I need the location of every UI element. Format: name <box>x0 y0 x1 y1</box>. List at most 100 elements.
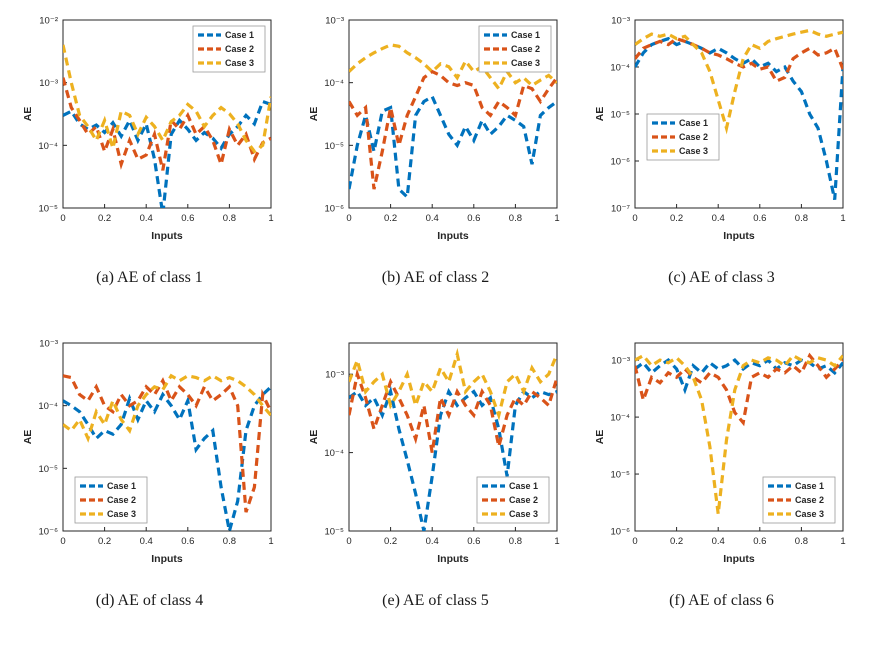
x-tick-label: 0.4 <box>425 213 438 224</box>
legend-label-case-1: Case 1 <box>679 118 708 128</box>
x-axis-label: Inputs <box>437 553 469 565</box>
y-tick-label: 10⁻⁶ <box>38 527 58 538</box>
x-axis-label: Inputs <box>723 230 755 242</box>
legend-box <box>476 476 549 524</box>
x-tick-label: 0.8 <box>508 536 521 547</box>
x-tick-label: 0.6 <box>181 536 194 547</box>
x-tick-label: 0.8 <box>222 536 235 547</box>
x-tick-label: 0.2 <box>97 213 110 224</box>
x-tick-label: 0.8 <box>794 536 807 547</box>
legend-label-case-2: Case 2 <box>679 132 708 142</box>
legend: Case 1 Case 2 Case 3 <box>74 476 147 524</box>
legend-box <box>762 476 835 524</box>
y-tick-label: 10⁻⁵ <box>38 204 58 215</box>
x-tick-label: 0 <box>60 213 65 224</box>
chart-cell-e: 0 0.2 0.4 0.6 0.8 1 10⁻⁵ 10⁻⁴ 10⁻³ Inputs AE Case 1… <box>305 333 567 610</box>
x-tick-label: 0.8 <box>794 213 807 224</box>
series-case-2 <box>634 36 843 84</box>
chart-svg: 0 0.2 0.4 0.6 0.8 1 10⁻⁶ 10⁻⁵ 10⁻⁴ 10⁻³ Inputs AE Ca… <box>22 339 274 566</box>
legend-label-case-3: Case 3 <box>107 509 136 519</box>
chart-svg: 0 0.2 0.4 0.6 0.8 1 10⁻⁵ 10⁻⁴ 10⁻³ 10⁻² Inputs AE Ca… <box>22 16 274 243</box>
y-tick-label: 10⁻³ <box>39 339 58 350</box>
chart-caption-e: (e) AE of class 5 <box>382 592 489 609</box>
legend-label-case-1: Case 1 <box>107 481 136 491</box>
legend-label-case-3: Case 3 <box>795 509 824 519</box>
y-axis-label: AE <box>594 107 606 122</box>
y-axis-label: AE <box>308 430 320 445</box>
legend-label-case-3: Case 3 <box>509 509 538 519</box>
axes-box <box>62 342 271 532</box>
x-axis-label: Inputs <box>437 230 469 242</box>
series-case-3 <box>634 28 843 135</box>
chart-cell-b: 0 0.2 0.4 0.6 0.8 1 10⁻⁶ 10⁻⁵ 10⁻⁴ 10⁻³ Inputs AE Ca… <box>305 10 567 287</box>
legend-label-case-3: Case 3 <box>225 58 254 68</box>
series-case-1 <box>62 385 271 531</box>
legend-label-case-1: Case 1 <box>225 30 254 40</box>
x-tick-label: 0.2 <box>97 536 110 547</box>
legend-label-case-2: Case 2 <box>509 495 538 505</box>
legend-label-case-2: Case 2 <box>107 495 136 505</box>
x-tick-label: 1 <box>554 536 559 547</box>
y-tick-label: 10⁻⁴ <box>324 448 344 459</box>
y-tick-label: 10⁻³ <box>325 370 344 381</box>
chart-canvas-d: 0 0.2 0.4 0.6 0.8 1 10⁻⁶ 10⁻⁵ 10⁻⁴ 10⁻³ Inputs AE Ca… <box>19 333 281 566</box>
y-axis-label: AE <box>594 430 606 445</box>
series-case-2 <box>348 69 557 190</box>
y-tick-label: 10⁻⁶ <box>610 527 630 538</box>
chart-caption-a: (a) AE of class 1 <box>96 269 203 286</box>
legend-label-case-2: Case 2 <box>225 44 254 54</box>
y-tick-label: 10⁻³ <box>39 78 58 89</box>
chart-cell-c: 0 0.2 0.4 0.6 0.8 1 10⁻⁷ 10⁻⁶ 10⁻⁵ 10⁻⁴ 10⁻³ Inputs… <box>591 10 853 287</box>
series-case-3 <box>348 347 557 421</box>
x-tick-label: 1 <box>840 536 845 547</box>
series-case-3 <box>348 43 557 92</box>
x-tick-label: 0 <box>346 536 351 547</box>
y-tick-label: 10⁻³ <box>611 356 630 367</box>
legend-label-case-3: Case 3 <box>679 146 708 156</box>
x-tick-label: 0.4 <box>139 536 152 547</box>
x-tick-label: 0.4 <box>711 213 724 224</box>
chart-svg: 0 0.2 0.4 0.6 0.8 1 10⁻⁶ 10⁻⁵ 10⁻⁴ 10⁻³ Inputs AE Ca… <box>308 16 560 243</box>
y-tick-label: 10⁻⁶ <box>324 204 344 215</box>
chart-row-1: 0 0.2 0.4 0.6 0.8 1 10⁻⁵ 10⁻⁴ 10⁻³ 10⁻² Inputs AE Ca… <box>0 10 871 287</box>
x-tick-label: 0.2 <box>383 536 396 547</box>
x-tick-label: 0.8 <box>508 213 521 224</box>
y-tick-label: 10⁻² <box>39 16 58 27</box>
x-tick-label: 0 <box>60 536 65 547</box>
y-tick-label: 10⁻⁴ <box>610 63 630 74</box>
x-axis-label: Inputs <box>723 553 755 565</box>
x-tick-label: 0.8 <box>222 213 235 224</box>
legend: Case 1 Case 2 Case 3 <box>762 476 835 524</box>
chart-svg: 0 0.2 0.4 0.6 0.8 1 10⁻⁷ 10⁻⁶ 10⁻⁵ 10⁻⁴ 10⁻³ Inputs… <box>594 16 846 243</box>
legend: Case 1 Case 2 Case 3 <box>646 113 719 161</box>
x-tick-label: 1 <box>840 213 845 224</box>
chart-caption-b: (b) AE of class 2 <box>381 269 490 286</box>
x-tick-label: 0 <box>632 536 637 547</box>
chart-caption-d: (d) AE of class 4 <box>95 592 204 609</box>
series-case-3 <box>62 373 271 443</box>
x-tick-label: 0 <box>346 213 351 224</box>
y-tick-label: 10⁻⁴ <box>324 78 344 89</box>
x-tick-label: 1 <box>268 536 273 547</box>
chart-caption-f: (f) AE of class 6 <box>669 592 774 609</box>
y-tick-label: 10⁻⁷ <box>610 204 630 215</box>
x-axis-label: Inputs <box>151 553 183 565</box>
series-case-1 <box>348 94 557 201</box>
legend: Case 1 Case 2 Case 3 <box>478 25 551 73</box>
legend: Case 1 Case 2 Case 3 <box>192 25 265 73</box>
legend-label-case-2: Case 2 <box>795 495 824 505</box>
y-tick-label: 10⁻⁵ <box>610 470 630 481</box>
series-case-2 <box>62 77 271 171</box>
y-tick-label: 10⁻⁵ <box>610 110 630 121</box>
chart-cell-f: 0 0.2 0.4 0.6 0.8 1 10⁻⁶ 10⁻⁵ 10⁻⁴ 10⁻³ Inputs AE Ca… <box>591 333 853 610</box>
x-tick-label: 0.6 <box>467 213 480 224</box>
series-case-1 <box>62 99 271 208</box>
y-tick-label: 10⁻⁴ <box>610 413 630 424</box>
series-case-2 <box>348 368 557 453</box>
x-tick-label: 0.6 <box>753 213 766 224</box>
axes-box <box>634 342 843 532</box>
chart-canvas-c: 0 0.2 0.4 0.6 0.8 1 10⁻⁷ 10⁻⁶ 10⁻⁵ 10⁻⁴ 10⁻³ Inputs… <box>591 10 853 243</box>
x-axis-label: Inputs <box>151 230 183 242</box>
y-tick-label: 10⁻⁵ <box>324 527 344 538</box>
series-case-2 <box>62 374 271 513</box>
